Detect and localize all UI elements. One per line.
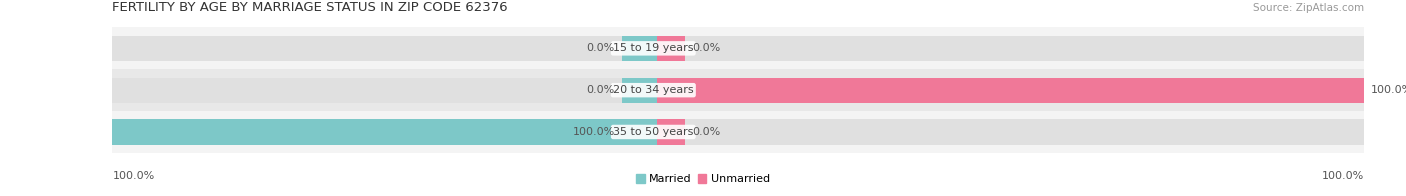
Bar xyxy=(657,78,1364,103)
Bar xyxy=(112,69,1364,111)
Text: 0.0%: 0.0% xyxy=(586,85,614,95)
Text: 0.0%: 0.0% xyxy=(692,43,720,53)
Bar xyxy=(112,78,657,103)
Bar xyxy=(112,111,1364,153)
Text: 100.0%: 100.0% xyxy=(1371,85,1406,95)
Bar xyxy=(657,36,1364,61)
Text: 0.0%: 0.0% xyxy=(692,127,720,137)
Bar xyxy=(657,36,685,61)
Text: 20 to 34 years: 20 to 34 years xyxy=(613,85,693,95)
Text: 0.0%: 0.0% xyxy=(586,43,614,53)
Text: FERTILITY BY AGE BY MARRIAGE STATUS IN ZIP CODE 62376: FERTILITY BY AGE BY MARRIAGE STATUS IN Z… xyxy=(112,1,508,14)
Bar xyxy=(112,119,657,144)
Bar xyxy=(112,27,1364,69)
Bar xyxy=(657,78,685,103)
Bar xyxy=(112,36,657,61)
Bar xyxy=(621,36,657,61)
Text: 100.0%: 100.0% xyxy=(112,171,155,181)
Bar xyxy=(621,78,657,103)
Text: Source: ZipAtlas.com: Source: ZipAtlas.com xyxy=(1253,3,1364,13)
Text: 100.0%: 100.0% xyxy=(572,127,614,137)
Bar xyxy=(657,78,1364,103)
Legend: Married, Unmarried: Married, Unmarried xyxy=(631,169,775,189)
Text: 100.0%: 100.0% xyxy=(1322,171,1364,181)
Bar xyxy=(112,119,657,144)
Bar xyxy=(657,119,685,144)
Text: 35 to 50 years: 35 to 50 years xyxy=(613,127,693,137)
Bar xyxy=(657,119,1364,144)
Text: 15 to 19 years: 15 to 19 years xyxy=(613,43,693,53)
Bar xyxy=(621,119,657,144)
